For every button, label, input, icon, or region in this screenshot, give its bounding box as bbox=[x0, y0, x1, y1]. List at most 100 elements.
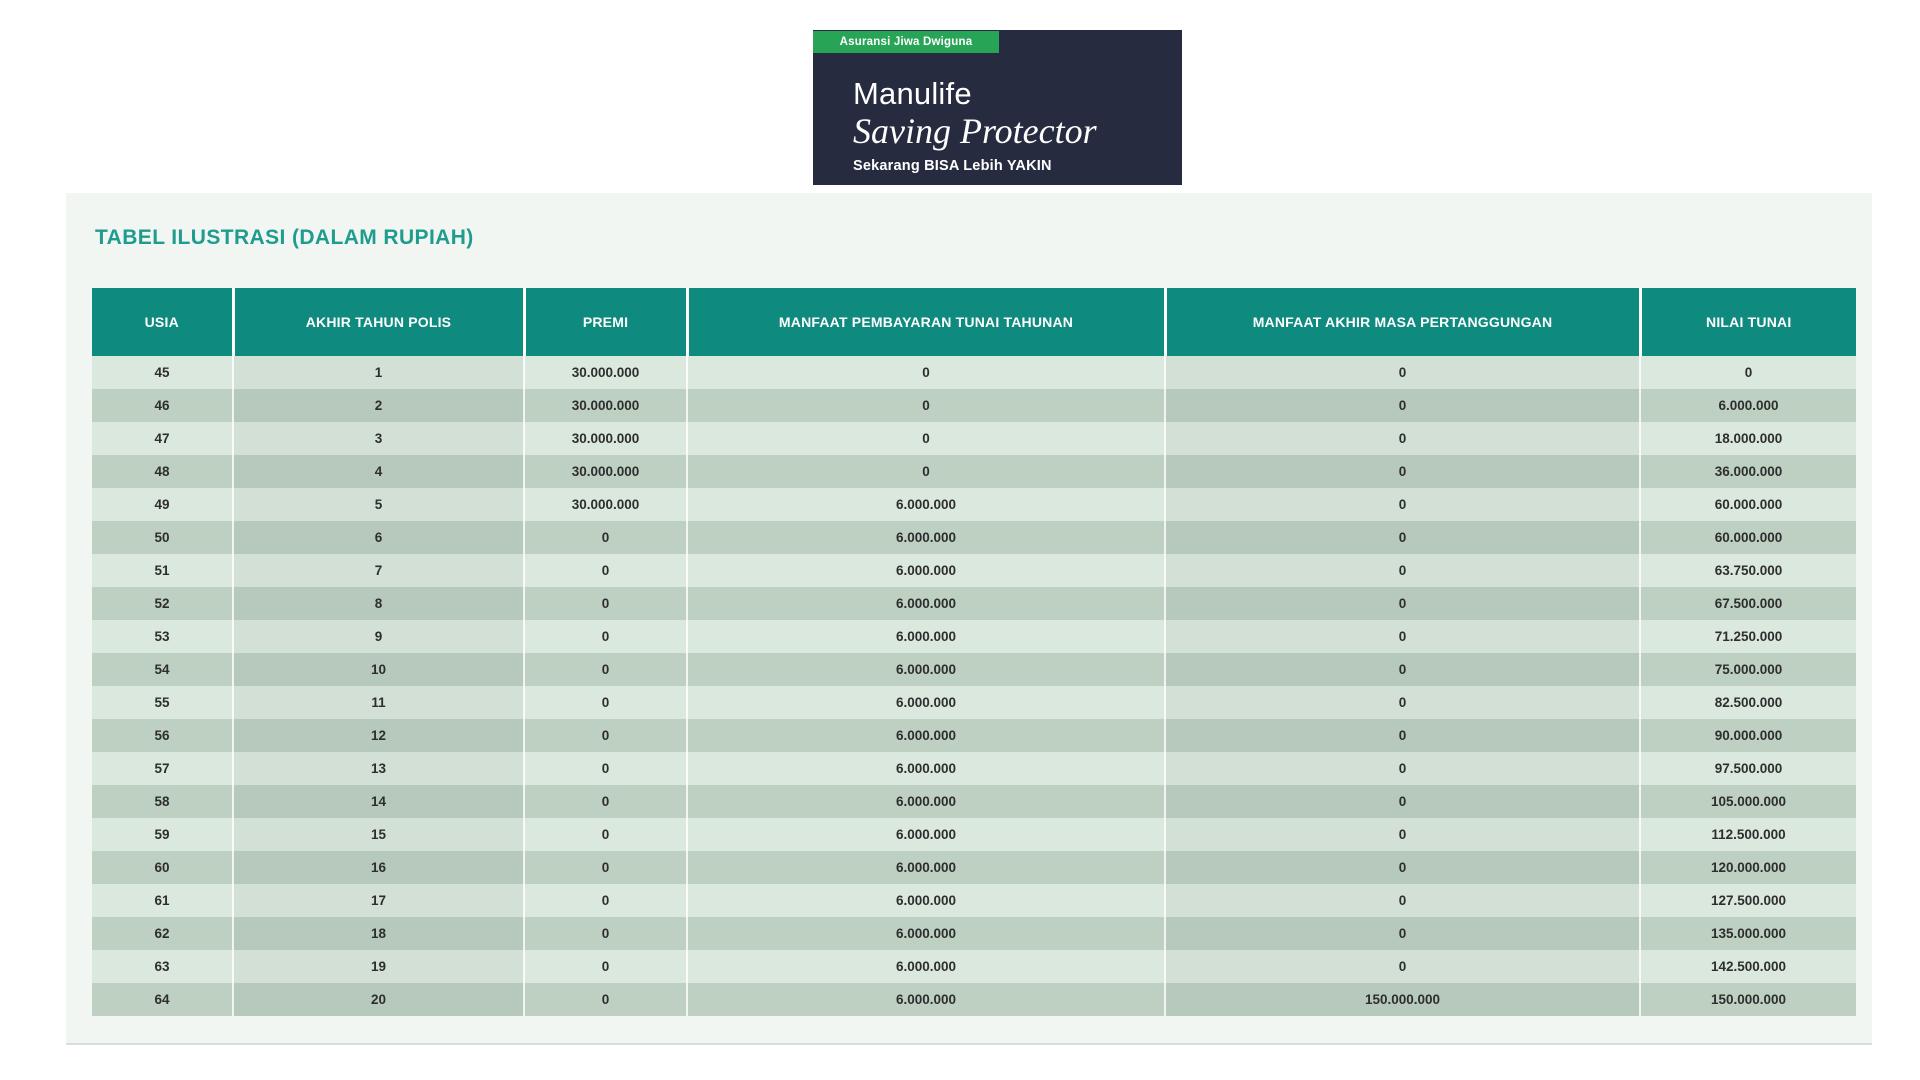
table-cell: 0 bbox=[524, 686, 688, 719]
table-cell: 61 bbox=[92, 884, 234, 917]
table-cell: 6.000.000 bbox=[687, 950, 1166, 983]
table-cell: 6.000.000 bbox=[687, 686, 1166, 719]
table-row: 47 3 30.000.000 0 0 18.000.000 bbox=[92, 422, 1856, 455]
table-cell: 67.500.000 bbox=[1640, 587, 1856, 620]
table-row: 49 5 30.000.000 6.000.000 0 60.000.000 bbox=[92, 488, 1856, 521]
table-cell: 105.000.000 bbox=[1640, 785, 1856, 818]
table-cell: 97.500.000 bbox=[1640, 752, 1856, 785]
table-cell: 0 bbox=[1165, 785, 1641, 818]
table-cell: 48 bbox=[92, 455, 234, 488]
table-cell: 0 bbox=[687, 356, 1166, 389]
table-cell: 0 bbox=[524, 950, 688, 983]
table-row: 55 11 0 6.000.000 0 82.500.000 bbox=[92, 686, 1856, 719]
table-cell: 0 bbox=[687, 389, 1166, 422]
table-cell: 0 bbox=[1165, 950, 1641, 983]
table-cell: 12 bbox=[233, 719, 525, 752]
table-cell: 6.000.000 bbox=[687, 851, 1166, 884]
table-cell: 82.500.000 bbox=[1640, 686, 1856, 719]
table-header-row: USIA AKHIR TAHUN POLIS PREMI MANFAAT PEM… bbox=[92, 288, 1856, 356]
table-cell: 18.000.000 bbox=[1640, 422, 1856, 455]
table-cell: 14 bbox=[233, 785, 525, 818]
table-cell: 62 bbox=[92, 917, 234, 950]
product-name: Saving Protector bbox=[853, 111, 1097, 151]
product-category-tag: Asuransi Jiwa Dwiguna bbox=[813, 31, 999, 53]
table-row: 58 14 0 6.000.000 0 105.000.000 bbox=[92, 785, 1856, 818]
table-cell: 45 bbox=[92, 356, 234, 389]
table-cell: 0 bbox=[524, 785, 688, 818]
table-cell: 5 bbox=[233, 488, 525, 521]
table-cell: 120.000.000 bbox=[1640, 851, 1856, 884]
table-cell: 0 bbox=[1165, 422, 1641, 455]
table-cell: 30.000.000 bbox=[524, 356, 688, 389]
table-cell: 59 bbox=[92, 818, 234, 851]
table-row: 63 19 0 6.000.000 0 142.500.000 bbox=[92, 950, 1856, 983]
table-cell: 7 bbox=[233, 554, 525, 587]
table-cell: 56 bbox=[92, 719, 234, 752]
table-cell: 18 bbox=[233, 917, 525, 950]
table-cell: 0 bbox=[1640, 356, 1856, 389]
table-cell: 60 bbox=[92, 851, 234, 884]
table-cell: 64 bbox=[92, 983, 234, 1016]
table-cell: 46 bbox=[92, 389, 234, 422]
table-cell: 0 bbox=[1165, 389, 1641, 422]
table-cell: 142.500.000 bbox=[1640, 950, 1856, 983]
table-cell: 6.000.000 bbox=[687, 554, 1166, 587]
table-cell: 16 bbox=[233, 851, 525, 884]
table-cell: 0 bbox=[1165, 917, 1641, 950]
table-row: 48 4 30.000.000 0 0 36.000.000 bbox=[92, 455, 1856, 488]
table-cell: 0 bbox=[524, 917, 688, 950]
table-row: 64 20 0 6.000.000 150.000.000 150.000.000 bbox=[92, 983, 1856, 1016]
page-title: TABEL ILUSTRASI (DALAM RUPIAH) bbox=[95, 226, 474, 249]
table-cell: 57 bbox=[92, 752, 234, 785]
table-cell: 30.000.000 bbox=[524, 389, 688, 422]
table-cell: 6.000.000 bbox=[1640, 389, 1856, 422]
table-cell: 63.750.000 bbox=[1640, 554, 1856, 587]
table-cell: 0 bbox=[1165, 455, 1641, 488]
table-row: 61 17 0 6.000.000 0 127.500.000 bbox=[92, 884, 1856, 917]
table-cell: 6.000.000 bbox=[687, 719, 1166, 752]
table-cell: 150.000.000 bbox=[1640, 983, 1856, 1016]
table-cell: 2 bbox=[233, 389, 525, 422]
table-row: 54 10 0 6.000.000 0 75.000.000 bbox=[92, 653, 1856, 686]
table-cell: 90.000.000 bbox=[1640, 719, 1856, 752]
table-cell: 0 bbox=[524, 818, 688, 851]
table-cell: 150.000.000 bbox=[1165, 983, 1641, 1016]
table-cell: 54 bbox=[92, 653, 234, 686]
table-cell: 0 bbox=[524, 983, 688, 1016]
table-cell: 0 bbox=[1165, 488, 1641, 521]
table-cell: 50 bbox=[92, 521, 234, 554]
brand-name: Manulife bbox=[853, 76, 972, 111]
table-row: 57 13 0 6.000.000 0 97.500.000 bbox=[92, 752, 1856, 785]
table-cell: 0 bbox=[524, 521, 688, 554]
table-row: 46 2 30.000.000 0 0 6.000.000 bbox=[92, 389, 1856, 422]
table-cell: 6.000.000 bbox=[687, 587, 1166, 620]
table-cell: 6.000.000 bbox=[687, 653, 1166, 686]
table-cell: 135.000.000 bbox=[1640, 917, 1856, 950]
table-cell: 0 bbox=[1165, 521, 1641, 554]
table-cell: 75.000.000 bbox=[1640, 653, 1856, 686]
brand-card: Asuransi Jiwa Dwiguna Manulife Saving Pr… bbox=[813, 30, 1182, 185]
table-cell: 0 bbox=[687, 455, 1166, 488]
table-cell: 1 bbox=[233, 356, 525, 389]
table-cell: 0 bbox=[1165, 752, 1641, 785]
table-cell: 30.000.000 bbox=[524, 422, 688, 455]
table-row: 52 8 0 6.000.000 0 67.500.000 bbox=[92, 587, 1856, 620]
table-row: 51 7 0 6.000.000 0 63.750.000 bbox=[92, 554, 1856, 587]
table-cell: 0 bbox=[1165, 653, 1641, 686]
column-header-manfaat-pembayaran-tunai-tahunan: MANFAAT PEMBAYARAN TUNAI TAHUNAN bbox=[687, 288, 1167, 356]
table-cell: 6.000.000 bbox=[687, 884, 1166, 917]
table-row: 59 15 0 6.000.000 0 112.500.000 bbox=[92, 818, 1856, 851]
table-cell: 36.000.000 bbox=[1640, 455, 1856, 488]
table-cell: 52 bbox=[92, 587, 234, 620]
table-cell: 4 bbox=[233, 455, 525, 488]
table-cell: 51 bbox=[92, 554, 234, 587]
table-cell: 8 bbox=[233, 587, 525, 620]
table-row: 50 6 0 6.000.000 0 60.000.000 bbox=[92, 521, 1856, 554]
table-cell: 55 bbox=[92, 686, 234, 719]
table-cell: 19 bbox=[233, 950, 525, 983]
table-cell: 17 bbox=[233, 884, 525, 917]
table-cell: 63 bbox=[92, 950, 234, 983]
column-header-manfaat-akhir-masa-pertanggungan: MANFAAT AKHIR MASA PERTANGGUNGAN bbox=[1165, 288, 1642, 356]
table-cell: 6 bbox=[233, 521, 525, 554]
